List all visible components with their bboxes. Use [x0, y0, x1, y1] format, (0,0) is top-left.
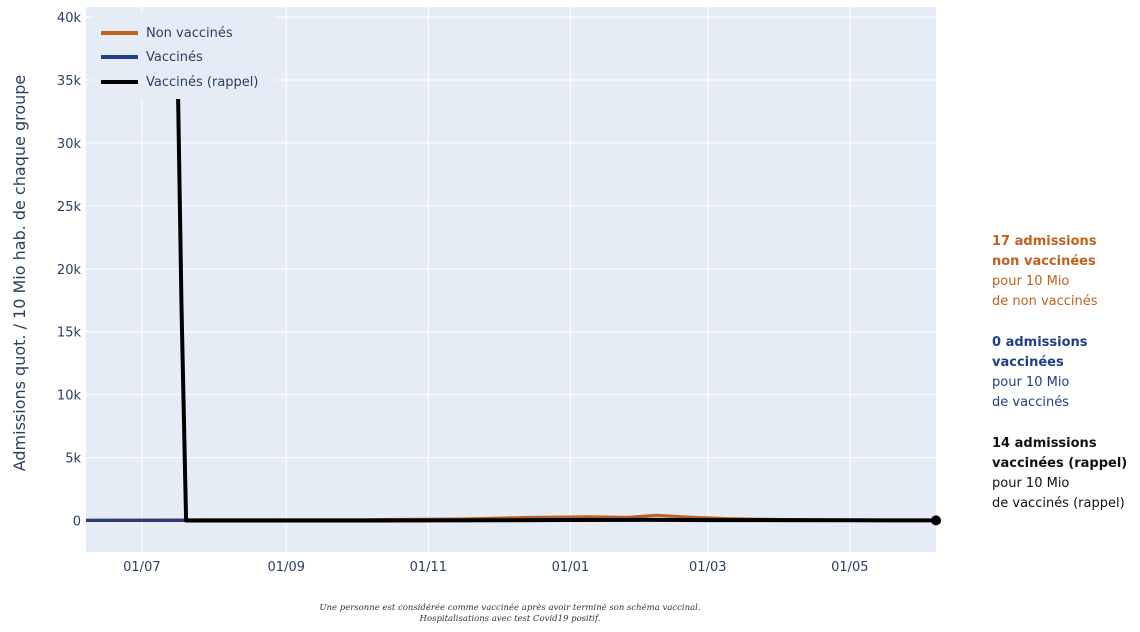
y-tick-label: 35k: [57, 74, 82, 89]
y-tick-label: 20k: [57, 263, 82, 278]
annotation-vaccines-population: de vaccinés: [992, 395, 1069, 410]
annotation-rappel-count: 14 admissions: [992, 436, 1097, 451]
y-axis-title: Admissions quot. / 10 Mio hab. de chaque…: [10, 75, 29, 472]
annotation-vaccines-count: 0 admissions: [992, 335, 1088, 350]
annotation-non-vaccines: 17 admissions non vaccinées pour 10 Mio …: [992, 232, 1098, 312]
x-tick-label: 01/07: [123, 560, 160, 575]
y-tick-label: 5k: [65, 452, 81, 467]
y-tick-label: 30k: [57, 137, 82, 152]
legend[interactable]: Non vaccinés Vaccinés Vaccinés (rappel): [93, 13, 275, 99]
annotation-non-vaccines-count: 17 admissions: [992, 234, 1097, 249]
annotation-non-vaccines-unit: pour 10 Mio: [992, 274, 1070, 289]
x-tick-label: 01/11: [410, 560, 447, 575]
annotation-vaccines: 0 admissions vaccinées pour 10 Mio de va…: [992, 333, 1088, 413]
x-tick-label: 01/09: [268, 560, 305, 575]
series-layer: [85, 17, 941, 526]
annotation-rappel-population: de vaccinés (rappel): [992, 496, 1125, 511]
annotation-rappel-unit: pour 10 Mio: [992, 476, 1070, 491]
y-tick-label: 15k: [57, 326, 82, 341]
x-tick-label: 01/03: [689, 560, 726, 575]
legend-label-rappel: Vaccinés (rappel): [146, 75, 258, 90]
annotation-non-vaccines-group: non vaccinées: [992, 254, 1096, 269]
y-tick-label: 40k: [57, 11, 82, 26]
x-tick-label: 01/01: [552, 560, 589, 575]
series-line-rappel: [174, 17, 937, 523]
x-tick-label: 01/05: [831, 560, 868, 575]
y-tick-label: 10k: [57, 389, 82, 404]
footnote-vaccination-definition: Une personne est considérée comme vaccin…: [319, 603, 701, 613]
annotation-rappel-group: vaccinées (rappel): [992, 456, 1128, 471]
annotation-vaccines-group: vaccinées: [992, 355, 1064, 370]
footnote-hospitalisation-definition: Hospitalisations avec test Covid19 posit…: [419, 614, 601, 624]
legend-label-vaccines: Vaccinés: [146, 50, 203, 65]
annotation-rappel: 14 admissions vaccinées (rappel) pour 10…: [992, 434, 1127, 514]
y-axis: 0 5k 10k 15k 20k 25k 30k 35k 40k: [57, 11, 82, 529]
annotation-non-vaccines-population: de non vaccinés: [992, 294, 1098, 309]
y-tick-label: 25k: [57, 200, 82, 215]
y-tick-label: 0: [73, 515, 81, 530]
annotation-vaccines-unit: pour 10 Mio: [992, 375, 1070, 390]
x-axis: 01/07 01/09 01/11 01/01 01/03 01/05: [123, 560, 868, 575]
series-end-marker-rappel: [931, 515, 941, 526]
legend-label-non-vaccines: Non vaccinés: [146, 26, 233, 41]
